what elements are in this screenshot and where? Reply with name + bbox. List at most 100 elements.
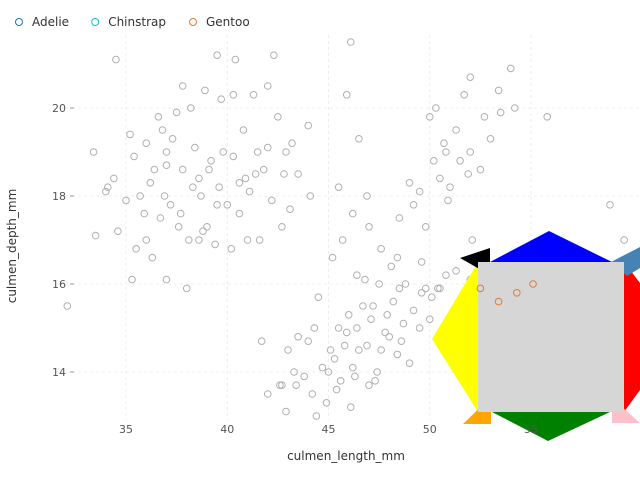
x-tick-label: 55 (524, 423, 538, 436)
overlay-right-trapezoid (624, 262, 640, 412)
scatter-point-gentoo (336, 377, 345, 385)
scatter-point-gentoo (415, 324, 424, 332)
scatter-point-adelie (223, 201, 232, 209)
scatter-point-adelie (176, 209, 185, 218)
scatter-point-adelie (158, 126, 167, 134)
scatter-point-gentoo (346, 403, 355, 412)
legend-label-adelie: Adelie (32, 15, 69, 29)
scatter-point-gentoo (351, 372, 359, 381)
scatter-point-chinstrap (363, 192, 371, 200)
scatter-point-adelie (191, 143, 199, 152)
scatter-point-chinstrap (425, 113, 434, 121)
scatter-point-chinstrap (365, 223, 373, 231)
scatter-point-gentoo (606, 201, 614, 209)
scatter-point-gentoo (334, 324, 343, 332)
scatter-point-adelie (142, 139, 151, 147)
scatter-point-gentoo (282, 407, 290, 416)
x-axis-title: culmen_length_mm (287, 449, 405, 463)
scatter-point-adelie (251, 170, 260, 178)
scatter-point-adelie (288, 139, 296, 147)
scatter-point-adelie (114, 227, 122, 235)
scatter-point-adelie (148, 253, 157, 262)
scatter-point-gentoo (417, 289, 426, 297)
scatter-point-adelie (174, 223, 183, 231)
scatter-point-gentoo (371, 377, 379, 385)
scatter-point-adelie (235, 179, 244, 187)
scatter-point-adelie (162, 275, 171, 284)
scatter-point-chinstrap (456, 157, 464, 165)
scatter-point-gentoo (381, 328, 390, 337)
scatter-point-adelie (229, 152, 238, 161)
scatter-point-gentoo (393, 350, 402, 359)
scatter-point-adelie (249, 91, 258, 99)
scatter-point-chinstrap (387, 262, 396, 271)
scatter-point-adelie (150, 165, 159, 174)
scatter-point-chinstrap (338, 236, 347, 244)
scatter-point-adelie (207, 157, 215, 165)
overlay-center-square (478, 262, 624, 412)
scatter-point-gentoo (292, 381, 300, 390)
legend-marker-adelie (15, 18, 23, 26)
scatter-point-adelie (243, 236, 252, 244)
highlighted-point (476, 284, 485, 293)
scatter-point-gentoo (353, 324, 361, 332)
scatter-point-adelie (184, 236, 193, 244)
highlighted-points (476, 280, 537, 306)
x-tick-label: 40 (220, 423, 234, 436)
scatter-point-chinstrap (444, 196, 452, 205)
scatter-point-chinstrap (353, 271, 361, 280)
overlay-top-right-triangle (611, 247, 640, 276)
scatter-point-gentoo (395, 284, 404, 293)
scatter-point-adelie (217, 95, 225, 103)
scatter-point-adelie (103, 183, 112, 191)
scatter-point-adelie (146, 179, 155, 187)
x-axis-ticks: 35 40 45 50 55 (119, 423, 538, 436)
scatter-point-gentoo (322, 399, 331, 407)
x-tick-label: 50 (423, 423, 437, 436)
scatter-point-adelie (136, 192, 144, 200)
scatter-point-chinstrap (442, 148, 450, 156)
legend-marker-gentoo (189, 18, 197, 26)
scatter-point-chinstrap (466, 148, 475, 156)
scatter-point-adelie (112, 55, 120, 64)
scatter-point-chinstrap (346, 38, 355, 46)
scatter-point-adelie (294, 170, 302, 178)
scatter-point-adelie (91, 231, 100, 240)
scatter-point-adelie (231, 55, 240, 64)
scatter-point-adelie (282, 148, 290, 156)
scatter-point-gentoo (399, 319, 408, 328)
scatter-point-gentoo (294, 333, 302, 341)
scatter-point-chinstrap (421, 223, 430, 231)
scatter-point-adelie (182, 284, 191, 293)
scatter-point-adelie (199, 227, 207, 235)
scatter-point-adelie (189, 183, 197, 191)
scatter-point-gentoo (377, 346, 385, 354)
scatter-point-adelie (101, 187, 110, 196)
scatter-point-chinstrap (334, 183, 343, 191)
scatter-point-chinstrap (393, 253, 402, 262)
scatter-point-adelie (245, 187, 254, 196)
scatter-point-adelie (201, 86, 209, 95)
scatter-point-chinstrap (342, 91, 351, 99)
scatter-point-gentoo (318, 363, 327, 372)
scatter-point-adelie (203, 223, 211, 231)
scatter-point-adelie (274, 113, 282, 121)
scatter-point-gentoo (421, 284, 430, 293)
scatter-point-adelie (110, 174, 118, 183)
highlighted-point (513, 289, 521, 297)
scatter-point-gentoo (324, 368, 333, 376)
scatter-point-chinstrap (452, 126, 460, 134)
scatter-point-adelie (286, 205, 294, 213)
scatter-point-adelie (197, 192, 205, 200)
scatter-point-adelie (142, 236, 151, 244)
scatter-point-chinstrap (496, 108, 505, 117)
scatter-point-adelie (205, 165, 213, 174)
scatter-point-gentoo (278, 381, 286, 390)
scatter-point-adelie (215, 183, 223, 191)
y-axis-title: culmen_depth_mm (5, 189, 19, 304)
overlay-left-trapezoid (432, 262, 478, 412)
scatter-point-gentoo (373, 368, 381, 376)
scatter-point-gentoo (405, 359, 414, 368)
highlighted-point (529, 280, 537, 288)
scatter-point-adelie (304, 121, 313, 130)
